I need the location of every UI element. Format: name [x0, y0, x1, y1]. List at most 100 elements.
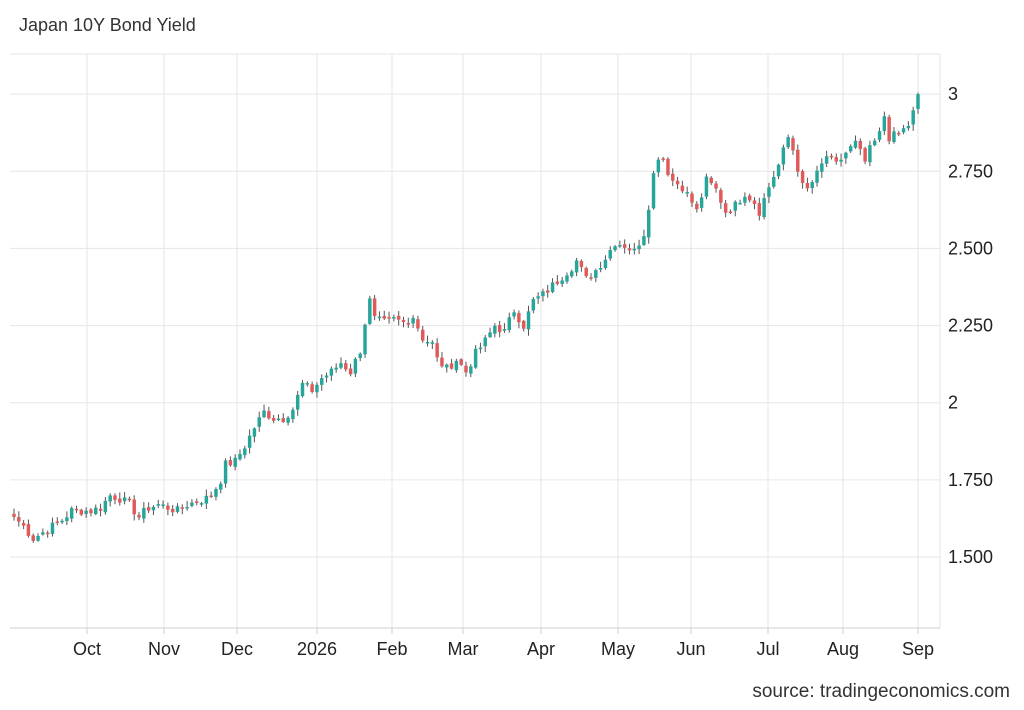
candle-up	[598, 261, 603, 273]
candle-up	[767, 182, 771, 204]
candle-up	[916, 92, 920, 114]
candle-body	[435, 343, 439, 358]
x-tick-label: Jul	[756, 639, 779, 659]
candle-up	[392, 314, 396, 322]
candle-body	[863, 148, 867, 162]
candle-down	[137, 512, 141, 521]
candle-body	[127, 498, 132, 501]
candle-body	[680, 185, 685, 192]
candle-body	[291, 409, 295, 420]
candle-body	[180, 507, 185, 509]
candle-down	[118, 492, 122, 506]
candle-down	[449, 358, 454, 370]
candle-down	[348, 363, 353, 377]
candle-up	[84, 507, 88, 518]
candle-up	[478, 342, 483, 354]
candle-body	[310, 384, 314, 392]
y-tick-label: 3	[948, 84, 958, 104]
candle-up	[445, 363, 449, 373]
candle-down	[555, 275, 560, 286]
candle-body	[108, 495, 112, 502]
candle-body	[853, 140, 858, 148]
candle-body	[839, 159, 843, 162]
candle-body	[156, 504, 160, 506]
candle-body	[507, 317, 512, 331]
candle-body	[271, 418, 276, 421]
candle-body	[377, 316, 382, 319]
candle-up	[632, 242, 637, 255]
candle-body	[844, 152, 848, 159]
candle-up	[892, 127, 896, 144]
candle-body	[411, 317, 415, 324]
candle-body	[137, 514, 141, 518]
candle-up	[300, 379, 305, 398]
candle-body	[89, 509, 93, 514]
candle-up	[363, 323, 367, 358]
candle-body	[233, 457, 237, 467]
candle-down	[661, 156, 665, 162]
candle-body	[699, 197, 704, 208]
candle-body	[916, 94, 920, 110]
candle-down	[897, 130, 901, 137]
candle-up	[286, 416, 290, 426]
candle-body	[445, 364, 449, 368]
candle-down	[723, 200, 728, 218]
candle-down	[170, 505, 175, 517]
candle-body	[478, 347, 483, 350]
candle-up	[262, 404, 266, 419]
candle-down	[440, 352, 444, 368]
candle-body	[781, 147, 786, 165]
candle-body	[190, 502, 194, 506]
candle-body	[622, 244, 627, 248]
candle-down	[132, 495, 136, 521]
candle-down	[464, 361, 468, 377]
candle-down	[719, 187, 723, 209]
candle-up	[156, 499, 160, 509]
candle-body	[642, 236, 646, 245]
candle-body	[449, 363, 454, 369]
candle-body	[627, 248, 632, 251]
candle-down	[344, 359, 348, 372]
candle-down	[74, 505, 79, 514]
candle-up	[36, 533, 40, 542]
candle-up	[339, 357, 343, 370]
candle-body	[858, 140, 863, 149]
candle-body	[786, 137, 790, 148]
candle-up	[41, 528, 45, 536]
candle-body	[579, 260, 584, 267]
candle-up	[642, 229, 646, 246]
candle-body	[103, 500, 108, 513]
candle-body	[651, 173, 656, 209]
candle-body	[791, 138, 795, 151]
candle-up	[502, 323, 507, 333]
candle-up	[252, 427, 257, 443]
candle-body	[358, 353, 362, 359]
candle-up	[94, 504, 98, 516]
candle-up	[204, 489, 209, 510]
candle-up	[776, 163, 781, 180]
candle-body	[584, 267, 588, 277]
candle-up	[574, 257, 579, 277]
y-tick-label: 2	[948, 393, 958, 413]
candle-down	[31, 533, 35, 543]
candle-down	[680, 180, 685, 194]
candle-body	[353, 358, 358, 374]
candle-body	[320, 378, 324, 385]
candle-body	[738, 202, 742, 205]
candle-body	[709, 177, 713, 184]
candle-body	[536, 296, 540, 299]
candle-body	[161, 504, 165, 507]
candle-body	[656, 159, 661, 173]
candle-body	[820, 163, 824, 172]
candle-down	[435, 338, 439, 362]
candle-body	[521, 320, 526, 329]
candle-body	[406, 322, 411, 325]
candle-up	[868, 140, 872, 167]
candle-up	[613, 244, 617, 252]
candle-down	[98, 503, 103, 517]
candle-body	[382, 315, 386, 319]
candle-up	[257, 411, 261, 432]
candle-body	[430, 342, 435, 344]
candle-body	[387, 317, 391, 319]
x-tick-label: Dec	[221, 639, 253, 659]
